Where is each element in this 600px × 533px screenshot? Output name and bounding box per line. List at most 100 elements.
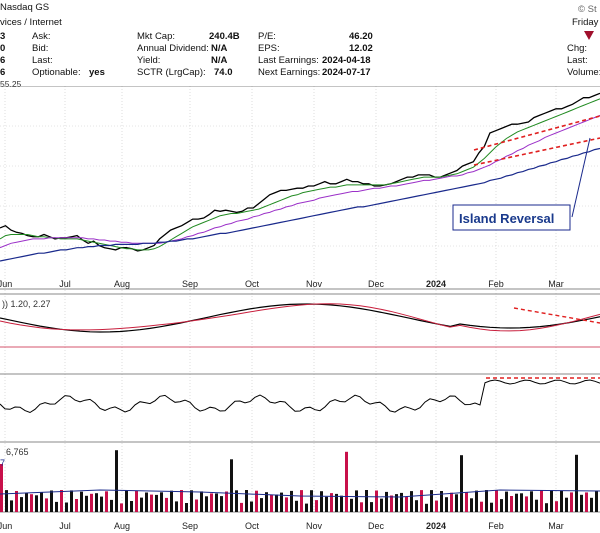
volume-bar (255, 490, 258, 512)
volume-bar (90, 493, 93, 512)
volume-bar (305, 503, 308, 512)
volume-bar (235, 490, 238, 512)
volume-bar (240, 502, 243, 512)
island-reversal-label: Island Reversal (459, 211, 554, 226)
volume-bar (300, 490, 303, 512)
volume-bar (270, 495, 273, 512)
volume-bar (225, 491, 228, 512)
volume-bar (70, 490, 73, 512)
yield-value: N/A (211, 55, 228, 66)
x-tick-label-bottom: Oct (245, 521, 260, 531)
volume-bar (105, 491, 108, 512)
volume-average-line (0, 489, 600, 498)
volume-bar (560, 490, 563, 512)
volume-bar (285, 497, 288, 512)
volume-bar (485, 490, 488, 512)
volume-bar (585, 492, 588, 512)
volume-bar (280, 492, 283, 512)
eps-value: 12.02 (349, 43, 373, 54)
x-tick-label: Aug (114, 279, 130, 289)
volume-bar (150, 494, 153, 512)
volume-bar (260, 498, 263, 512)
ask-label: Ask: (32, 31, 51, 42)
volume-bar (320, 491, 323, 512)
ppo-trendline (513, 307, 600, 324)
volume-bar (275, 494, 278, 512)
volume-scale-label-2: 7 (0, 458, 5, 468)
copyright-label: © St (578, 4, 597, 15)
volume-bar (85, 495, 88, 512)
volume-bar (185, 503, 188, 512)
volume-bar (565, 497, 568, 512)
volume-bar (310, 490, 313, 512)
volume-bar (145, 492, 148, 512)
exchange-label: Nasdaq GS (0, 2, 50, 13)
volume-bar (290, 490, 293, 512)
volume-bar (545, 503, 548, 512)
x-axis-labels-bottom: Jun Jul Aug Sep Oct Nov Dec 2024 Feb Mar (0, 521, 564, 531)
left-digit-1: 3 (0, 31, 6, 42)
volume-bar (445, 497, 448, 512)
volume-bar (370, 502, 373, 512)
volume-bar (5, 490, 8, 512)
pe-value: 46.20 (349, 31, 373, 42)
volume-bar (45, 498, 48, 512)
volume-bar (515, 493, 518, 512)
volume-bar (480, 501, 483, 512)
last-earnings-value: 2024-04-18 (322, 55, 371, 66)
volume-bar (555, 501, 558, 512)
yield-label: Yield: (137, 55, 161, 66)
volume-bar (250, 501, 253, 512)
sctr-value: 74.0 (214, 67, 233, 78)
x-tick-label: Mar (548, 279, 564, 289)
down-arrow-icon (584, 31, 594, 40)
volume-bar (415, 500, 418, 512)
volume-scale-label: 6,765 (6, 447, 29, 457)
x-tick-label-bottom: 2024 (426, 521, 446, 531)
volume-bar (180, 490, 183, 512)
x-tick-label: Jul (59, 279, 71, 289)
volume-bar (345, 451, 348, 512)
x-tick-label: Feb (488, 279, 504, 289)
volume-bar (95, 493, 98, 512)
volume-bar (115, 450, 118, 512)
pointer-line (571, 137, 591, 218)
volume-bar (355, 490, 358, 512)
volume-bar (60, 490, 63, 512)
optionable-label: Optionable: (32, 67, 81, 78)
volume-bar (375, 490, 378, 512)
volume-bar (25, 492, 28, 512)
volume-bar (390, 495, 393, 512)
volume-bar (100, 496, 103, 512)
next-earnings-value: 2024-07-17 (322, 67, 371, 78)
volume-bar (80, 491, 83, 512)
volume-bar (230, 459, 233, 512)
volume-bar (455, 494, 458, 512)
volume-bar (205, 496, 208, 512)
volume-bar (405, 496, 408, 512)
x-tick-label-bottom: Nov (306, 521, 323, 531)
volume-bar (490, 502, 493, 512)
chart-overlay (0, 115, 600, 512)
volume-bar (30, 494, 33, 512)
volume-bar (130, 501, 133, 512)
x-tick-label-bottom: Mar (548, 521, 564, 531)
x-tick-label: 2024 (426, 279, 446, 289)
x-tick-label-bottom: Dec (368, 521, 385, 531)
volume-bar (510, 496, 513, 512)
volume-bar (190, 490, 193, 512)
volume-bar (575, 454, 578, 512)
volume-bar (55, 501, 58, 512)
ma-fast-line (0, 98, 600, 251)
volume-bar (530, 491, 533, 512)
x-tick-label: Jun (0, 279, 12, 289)
volume-bar (590, 497, 593, 512)
volume-bar (160, 492, 163, 512)
volume-bar (460, 455, 463, 512)
volume-bar (410, 491, 413, 512)
volume-bar (120, 503, 123, 512)
volume-bar (475, 490, 478, 512)
volume-bar (35, 495, 38, 512)
volume-bar (65, 502, 68, 512)
volume-bar (425, 503, 428, 512)
